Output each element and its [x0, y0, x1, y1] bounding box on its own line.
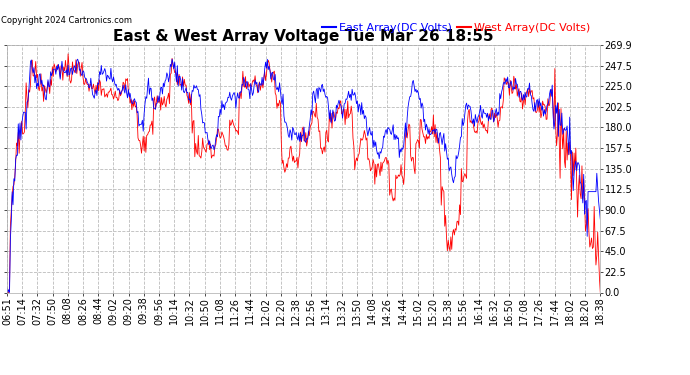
- Title: East & West Array Voltage Tue Mar 26 18:55: East & West Array Voltage Tue Mar 26 18:…: [113, 29, 494, 44]
- Legend: East Array(DC Volts), West Array(DC Volts): East Array(DC Volts), West Array(DC Volt…: [318, 18, 595, 37]
- Text: Copyright 2024 Cartronics.com: Copyright 2024 Cartronics.com: [1, 16, 132, 25]
